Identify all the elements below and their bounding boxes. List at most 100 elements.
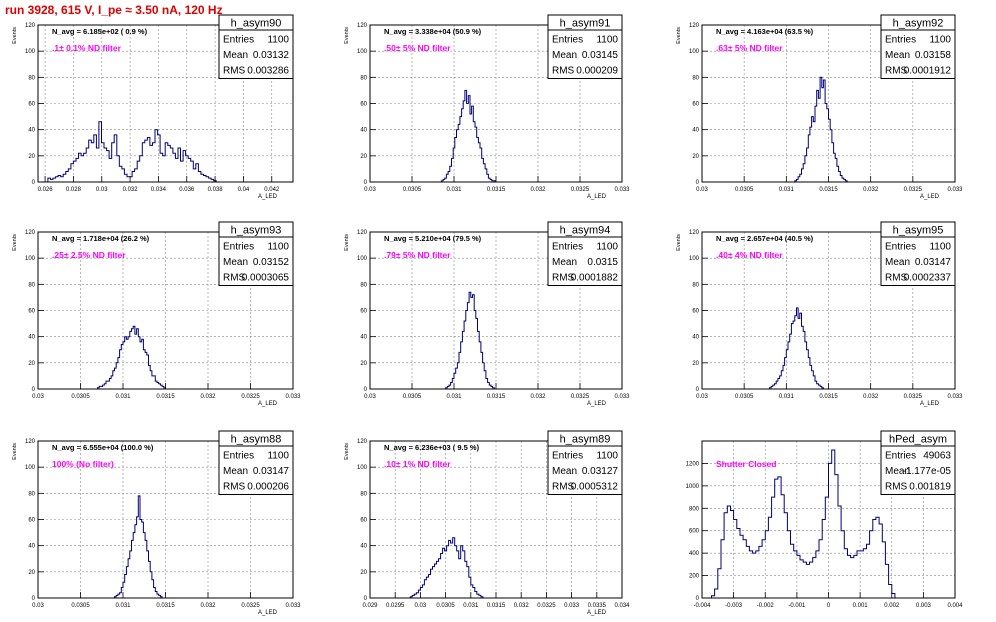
y-tick-label: 100	[357, 49, 368, 55]
stats-label: Mean	[552, 50, 577, 61]
stats-value: 1100	[267, 451, 289, 462]
stats-value: 0.003286	[247, 66, 289, 77]
y-axis-title: Events	[344, 443, 350, 460]
y-tick-label: 60	[360, 102, 367, 108]
x-tick-label: 0.0315	[487, 394, 506, 400]
histogram-panel-h_asym95: 0.03 0.0305 0.031 0.0315 0.032 0.0325 0.033 0 20…	[676, 221, 963, 407]
y-tick-label: 20	[360, 154, 367, 160]
y-tick-label: 80	[28, 75, 35, 81]
n-avg-label: N_avg = 1.718e+04 (26.2 %)	[52, 234, 150, 243]
x-axis-title: A_LED	[258, 194, 278, 200]
x-tick-label: 0.033	[947, 187, 963, 193]
stats-value: 0.000206	[247, 482, 289, 493]
y-tick-label: 20	[692, 154, 699, 160]
stats-value: 0.03147	[253, 466, 290, 477]
stats-label: Entries	[552, 242, 583, 253]
stats-value: 0.03158	[915, 50, 952, 61]
stats-label: Mean	[552, 466, 577, 477]
x-tick-label: 0.031	[779, 187, 795, 193]
y-tick-label: 400	[689, 551, 700, 557]
x-tick-label: 0.0305	[71, 603, 90, 609]
stats-box-name: h_asym89	[560, 434, 611, 446]
y-axis-title: Events	[676, 234, 682, 251]
stats-box-name: h_asym88	[231, 434, 282, 446]
x-tick-label: 0.033	[614, 187, 630, 193]
stats-box-name: h_asym90	[231, 18, 282, 30]
y-tick-label: 0	[364, 596, 368, 602]
y-tick-label: 200	[689, 574, 700, 580]
y-tick-label: 60	[692, 102, 699, 108]
x-tick-label: 0.029	[362, 603, 378, 609]
x-tick-label: 0.0315	[156, 603, 175, 609]
x-axis-title: A_LED	[258, 401, 278, 407]
stats-box	[880, 29, 956, 79]
stats-label: RMS	[552, 66, 575, 77]
stats-label: RMS	[223, 482, 246, 493]
histogram-line-h_asym93	[97, 325, 166, 389]
x-tick-label: 0.0325	[904, 187, 923, 193]
x-axis-title: A_LED	[587, 401, 607, 407]
x-tick-label: 0.03	[32, 603, 44, 609]
y-tick-label: 40	[28, 128, 35, 134]
x-tick-label: -0.003	[725, 603, 743, 609]
y-tick-label: 20	[360, 361, 367, 367]
filter-annotation: .25± 2.5% ND filter	[52, 250, 126, 260]
y-tick-label: 40	[360, 128, 367, 134]
x-tick-label: 0.031	[115, 603, 131, 609]
x-tick-label: 0.004	[947, 603, 963, 609]
x-tick-label: 0.0305	[735, 187, 754, 193]
stats-box-name: h_asym92	[893, 18, 944, 30]
y-tick-label: 60	[360, 518, 367, 524]
x-tick-label: 0.026	[38, 187, 54, 193]
x-tick-label: 0.03	[364, 394, 376, 400]
x-tick-label: 0.0335	[588, 603, 607, 609]
y-tick-label: 40	[28, 544, 35, 550]
filter-annotation: .63± 5% ND filter	[716, 43, 783, 53]
x-tick-label: 0.0325	[241, 603, 260, 609]
n-avg-label: N_avg = 3.338e+04 (50.9 %)	[384, 27, 482, 36]
histogram-panel-h_asym92: 0.03 0.0305 0.031 0.0315 0.032 0.0325 0.033 0 20…	[676, 14, 963, 200]
x-tick-label: 0.038	[208, 187, 224, 193]
y-tick-label: 100	[25, 465, 36, 471]
y-tick-label: 40	[360, 335, 367, 341]
x-tick-label: 0.032	[530, 394, 546, 400]
x-axis-title: A_LED	[920, 401, 940, 407]
y-tick-label: 60	[360, 309, 367, 315]
stats-box	[218, 445, 294, 495]
y-tick-label: 80	[360, 282, 367, 288]
x-tick-label: 0.03	[364, 187, 376, 193]
filter-annotation: .40± 4% ND filter	[716, 250, 783, 260]
page-title: run 3928, 615 V, I_pe ≈ 3.50 nA, 120 Hz	[5, 3, 223, 17]
y-axis-title: Events	[676, 27, 682, 44]
y-tick-label: 20	[28, 361, 35, 367]
y-tick-label: 80	[360, 75, 367, 81]
stats-label: Mean	[885, 466, 910, 477]
stats-value: 0.001819	[909, 482, 951, 493]
y-tick-label: 0	[32, 387, 36, 393]
y-tick-label: 60	[28, 309, 35, 315]
y-tick-label: 1200	[686, 461, 700, 467]
y-tick-label: 40	[692, 335, 699, 341]
y-tick-label: 600	[689, 529, 700, 535]
stats-value: 0.0005312	[571, 482, 619, 493]
x-tick-label: 0.032	[123, 187, 139, 193]
x-tick-label: 0	[827, 603, 831, 609]
stats-label: Entries	[885, 242, 916, 253]
n-avg-label: N_avg = 6.185e+02 ( 0.9 %)	[52, 27, 148, 36]
stats-label: Entries	[552, 35, 583, 46]
y-tick-label: 100	[689, 256, 700, 262]
x-tick-label: 0.033	[564, 603, 580, 609]
x-tick-label: -0.002	[757, 603, 775, 609]
x-axis-title: A_LED	[587, 610, 607, 616]
stats-box-name: h_asym95	[893, 225, 944, 237]
x-tick-label: 0.03	[32, 394, 44, 400]
stats-box	[547, 236, 623, 286]
filter-annotation: .79± 5% ND filter	[384, 250, 451, 260]
x-tick-label: 0.0315	[487, 187, 506, 193]
x-tick-label: 0.03	[696, 187, 708, 193]
x-tick-label: 0.0315	[156, 394, 175, 400]
stats-label: Entries	[885, 451, 916, 462]
y-tick-label: 120	[689, 23, 700, 29]
stats-box-name: h_asym94	[560, 225, 611, 237]
